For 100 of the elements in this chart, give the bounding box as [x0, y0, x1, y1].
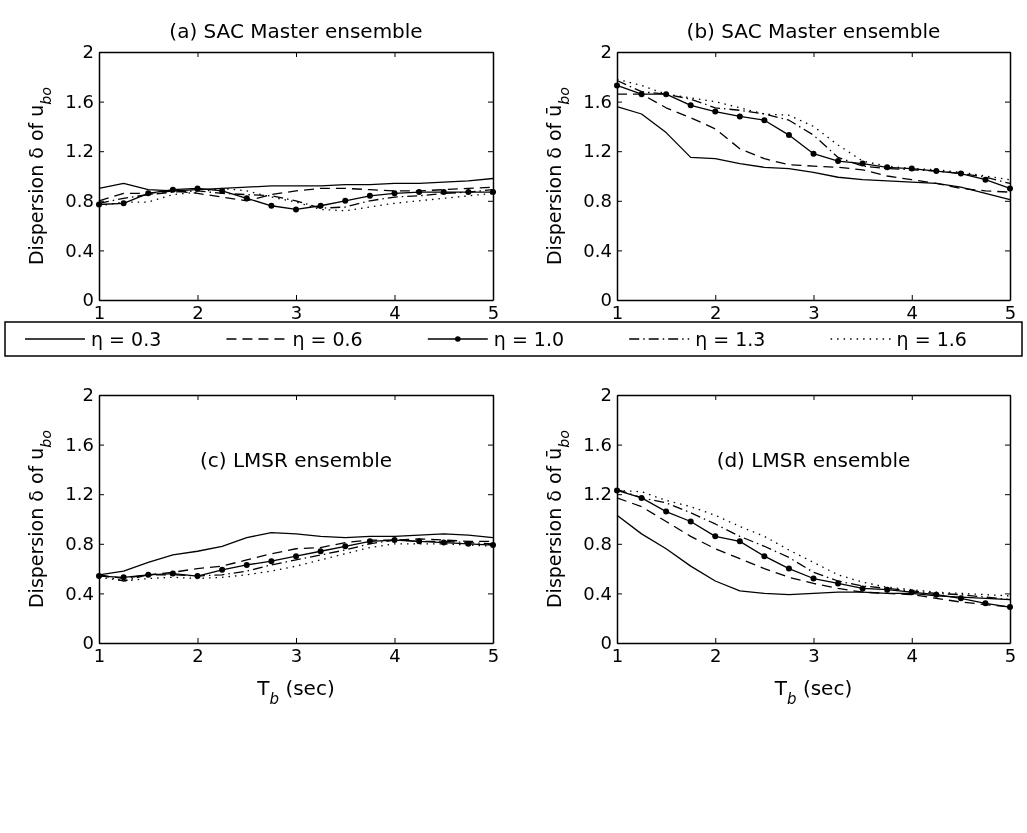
y-tick-label: 0.4	[65, 582, 94, 604]
legend-label: η = 1.6	[896, 328, 967, 350]
point	[366, 192, 373, 199]
x-tick-label: 2	[710, 301, 722, 323]
point	[859, 160, 866, 167]
y-tick-label: 0	[82, 289, 94, 311]
y-tick-label: 0.4	[583, 239, 612, 261]
point	[268, 202, 275, 209]
x-tick-label: 5	[487, 644, 500, 666]
point	[120, 574, 127, 581]
point	[293, 206, 299, 213]
point	[1007, 604, 1013, 611]
point	[712, 108, 719, 115]
point	[490, 189, 496, 196]
x-tick-label: 1	[611, 301, 624, 323]
y-tick-label: 0.4	[65, 239, 94, 261]
point	[663, 508, 670, 515]
x-axis-title: T$_{b}$ (sec)	[773, 676, 853, 708]
point	[884, 586, 891, 593]
y-tick-label: 1.6	[583, 90, 612, 112]
x-tick-label: 1	[611, 644, 624, 666]
legend-label: η = 1.3	[695, 328, 766, 350]
y-tick-label: 0.8	[65, 533, 94, 555]
point	[416, 189, 423, 196]
chart-title: (b) SAC Master ensemble	[686, 19, 941, 43]
point	[761, 553, 768, 560]
point	[145, 190, 152, 197]
y-tick-label: 1.2	[583, 140, 612, 162]
y-tick-label: 0	[82, 632, 94, 654]
point	[120, 200, 127, 207]
x-tick-label: 1	[93, 644, 106, 666]
point	[293, 553, 299, 560]
x-tick-label: 2	[192, 301, 204, 323]
x-tick-label: 3	[290, 644, 303, 666]
y-tick-label: 2	[82, 384, 94, 406]
point	[219, 566, 226, 573]
point	[416, 538, 423, 545]
y-tick-label: 0	[600, 632, 612, 654]
y-tick-label: 0.4	[583, 582, 612, 604]
point	[736, 113, 743, 120]
point	[982, 600, 989, 607]
y-tick-label: 2	[600, 384, 612, 406]
point	[1007, 185, 1013, 192]
x-tick-label: 3	[808, 301, 820, 323]
point	[440, 189, 447, 196]
x-tick-label: 4	[389, 301, 401, 323]
y-tick-label: 1.2	[583, 483, 612, 505]
y-tick-label: 1.6	[65, 90, 94, 112]
y-tick-label: 1.2	[65, 140, 94, 162]
point	[317, 548, 324, 555]
point	[663, 91, 670, 98]
point	[761, 117, 768, 124]
y-tick-label: 1.2	[65, 483, 94, 505]
point	[835, 158, 842, 165]
x-tick-label: 2	[710, 644, 722, 666]
y-tick-label: 0.8	[583, 533, 612, 555]
chart-title: (a) SAC Master ensemble	[169, 19, 423, 43]
point	[884, 164, 891, 171]
point	[268, 558, 275, 565]
y-tick-label: 2	[82, 41, 94, 63]
point	[687, 518, 694, 525]
point	[219, 187, 226, 194]
point	[96, 573, 102, 580]
point	[145, 571, 152, 578]
legend-label: η = 0.6	[292, 328, 363, 350]
y-tick-label: 0.8	[583, 190, 612, 212]
x-tick-label: 4	[906, 301, 918, 323]
x-tick-label: 3	[290, 301, 303, 323]
point	[614, 82, 620, 89]
point	[982, 176, 989, 183]
legend-label: η = 1.0	[493, 328, 565, 350]
y-tick-label: 1.6	[583, 433, 612, 455]
point	[317, 202, 324, 209]
point	[342, 543, 349, 550]
point	[859, 585, 866, 592]
legend-label: η = 0.3	[91, 328, 162, 350]
y-tick-label: 0	[600, 289, 612, 311]
point	[957, 595, 964, 602]
x-tick-label: 5	[1004, 644, 1017, 666]
point	[342, 197, 349, 204]
point	[736, 538, 743, 545]
point	[810, 150, 817, 157]
x-tick-label: 4	[906, 644, 918, 666]
y-tick-label: 2	[600, 41, 612, 63]
point	[243, 561, 250, 568]
point	[687, 102, 694, 109]
x-axis-title: T$_{b}$ (sec)	[256, 676, 335, 708]
x-tick-label: 5	[1004, 301, 1017, 323]
y-tick-label: 1.6	[65, 433, 94, 455]
text: (c) LMSR ensemble	[199, 448, 393, 472]
x-tick-label: 2	[192, 644, 204, 666]
x-tick-label: 5	[487, 301, 500, 323]
point	[785, 565, 792, 572]
point	[243, 195, 250, 202]
text: (d) LMSR ensemble	[716, 448, 911, 472]
point	[440, 539, 447, 546]
point	[810, 575, 817, 582]
point	[712, 533, 719, 540]
y-tick-label: 0.8	[65, 190, 94, 212]
x-tick-label: 4	[389, 644, 401, 666]
